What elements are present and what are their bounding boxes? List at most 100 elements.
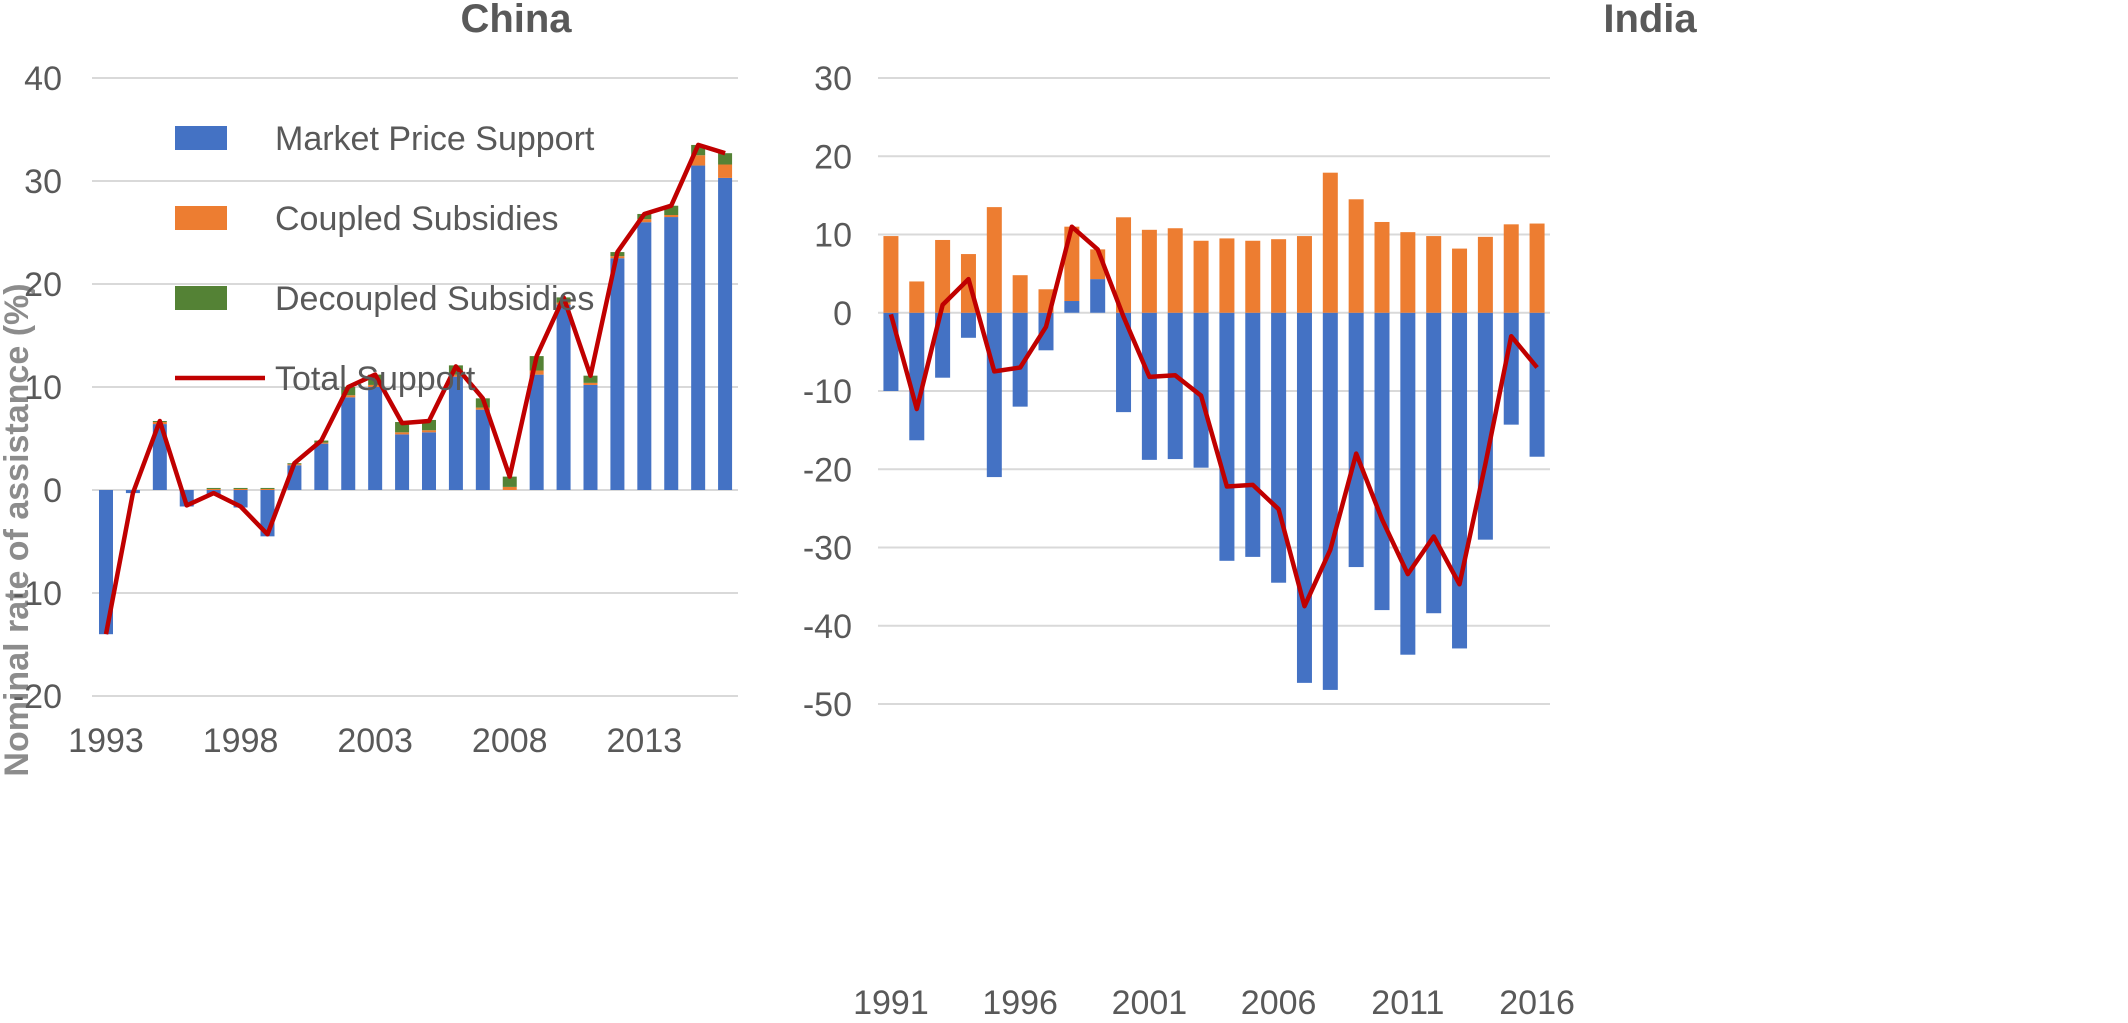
coupled-bar	[1193, 240, 1209, 313]
market-bar	[1374, 312, 1390, 611]
y-tick-label: -10	[803, 373, 852, 411]
coupled-bar	[637, 219, 652, 223]
market-bar	[368, 387, 383, 490]
india-title: India	[1603, 0, 1697, 41]
decoupled-bar	[206, 487, 221, 489]
coupled-bar	[1296, 236, 1312, 313]
market-bar	[152, 424, 167, 490]
market-bar	[610, 258, 625, 490]
decoupled-bar	[583, 375, 598, 383]
x-tick-label: 2003	[337, 722, 413, 760]
y-tick-label: -50	[803, 686, 852, 724]
market-bar	[556, 304, 571, 490]
market-bar	[1038, 312, 1054, 351]
decoupled-bar	[502, 476, 517, 487]
coupled-bar	[935, 239, 951, 313]
coupled-bar	[718, 164, 733, 178]
market-bar	[1529, 312, 1545, 457]
market-bar	[1219, 312, 1235, 561]
x-tick-label: 2006	[1241, 984, 1317, 1022]
market-bar	[1116, 312, 1132, 413]
coupled-bar	[1167, 228, 1183, 313]
market-bar	[395, 434, 410, 490]
market-bar	[1426, 312, 1442, 614]
decoupled-bar	[664, 205, 679, 215]
market-bar	[421, 432, 436, 490]
market-bar	[1400, 312, 1416, 655]
market-bar	[637, 222, 652, 490]
y-tick-label: 0	[43, 472, 62, 510]
china-bars	[98, 144, 733, 635]
coupled-bar	[341, 395, 356, 398]
market-bar	[529, 374, 544, 490]
market-bar	[448, 376, 463, 490]
coupled-bar	[1452, 248, 1468, 313]
market-bar	[1245, 312, 1261, 557]
india-panel: India -50 -40 -30 -20 -10 0 10 20 30 1991 1996 200…	[803, 0, 1698, 1022]
decoupled-legend-swatch	[175, 286, 227, 310]
market-bar	[1012, 312, 1028, 407]
china-title: China	[460, 0, 572, 41]
x-tick-label: 1993	[68, 722, 144, 760]
coupled-bar	[664, 214, 679, 218]
y-tick-label: -20	[803, 451, 852, 489]
total-support-line	[103, 142, 726, 635]
coupled-bar	[502, 486, 517, 490]
decoupled-bar	[421, 419, 436, 431]
x-tick-label: 2011	[1371, 984, 1444, 1022]
y-tick-label: -10	[13, 575, 62, 613]
china-y-axis-label: Nominal rate of assistance (%)	[0, 283, 36, 776]
coupled-bar	[583, 382, 598, 385]
coupled-bar	[1219, 238, 1235, 313]
coupled-bar	[529, 370, 544, 375]
market-bar	[1477, 312, 1493, 540]
y-tick-label: -30	[803, 530, 852, 568]
market-bar	[986, 312, 1002, 478]
y-tick-label: -20	[13, 678, 62, 716]
china-panel: China Nominal rate of assistance (%) -20…	[0, 0, 738, 777]
coupled-bar	[1322, 172, 1338, 313]
coupled-legend-swatch	[175, 206, 227, 230]
coupled-bar	[368, 384, 383, 387]
coupled-bar	[260, 488, 275, 490]
y-tick-label: 30	[24, 163, 62, 201]
x-tick-label: 2008	[472, 722, 548, 760]
market-bar	[341, 397, 356, 490]
coupled-bar	[1400, 232, 1416, 313]
market-bar	[475, 409, 490, 490]
market-bar	[583, 384, 598, 490]
india-y-tick-labels: -50 -40 -30 -20 -10 0 10 20 30	[803, 60, 852, 724]
market-bar	[691, 165, 706, 491]
india-total-line-group	[888, 224, 1539, 609]
coupled-bar	[395, 432, 410, 435]
legend-label: Decoupled Subsidies	[275, 280, 594, 318]
coupled-bar	[883, 236, 899, 313]
china-x-tick-labels: 1993 1998 2003 2008 2013	[68, 722, 682, 760]
coupled-bar	[1064, 226, 1080, 302]
india-bars	[883, 172, 1545, 690]
x-tick-label: 2016	[1499, 984, 1575, 1022]
coupled-bar	[1426, 236, 1442, 313]
market-bar	[1064, 301, 1080, 313]
market-bar	[883, 312, 899, 391]
coupled-bar	[448, 374, 463, 377]
y-tick-label: 30	[814, 60, 852, 98]
x-tick-label: 2001	[1112, 984, 1188, 1022]
market-bar	[1322, 312, 1338, 690]
market-bar	[960, 312, 976, 338]
coupled-bar	[1012, 275, 1028, 313]
coupled-bar	[909, 281, 925, 313]
coupled-bar	[691, 155, 706, 166]
market-bar	[909, 312, 925, 441]
china-total-line-group	[103, 142, 726, 635]
market-legend-swatch	[175, 126, 227, 150]
coupled-bar	[1245, 240, 1261, 313]
decoupled-bar	[718, 153, 733, 165]
decoupled-bar	[233, 487, 248, 489]
china-y-tick-labels: -20 -10 0 10 20 30 40	[13, 60, 62, 716]
coupled-bar	[1529, 223, 1545, 313]
decoupled-bar	[260, 487, 275, 489]
india-x-tick-labels: 1991 1996 2001 2006 2011 2016	[853, 984, 1575, 1022]
coupled-bar	[1503, 224, 1519, 313]
